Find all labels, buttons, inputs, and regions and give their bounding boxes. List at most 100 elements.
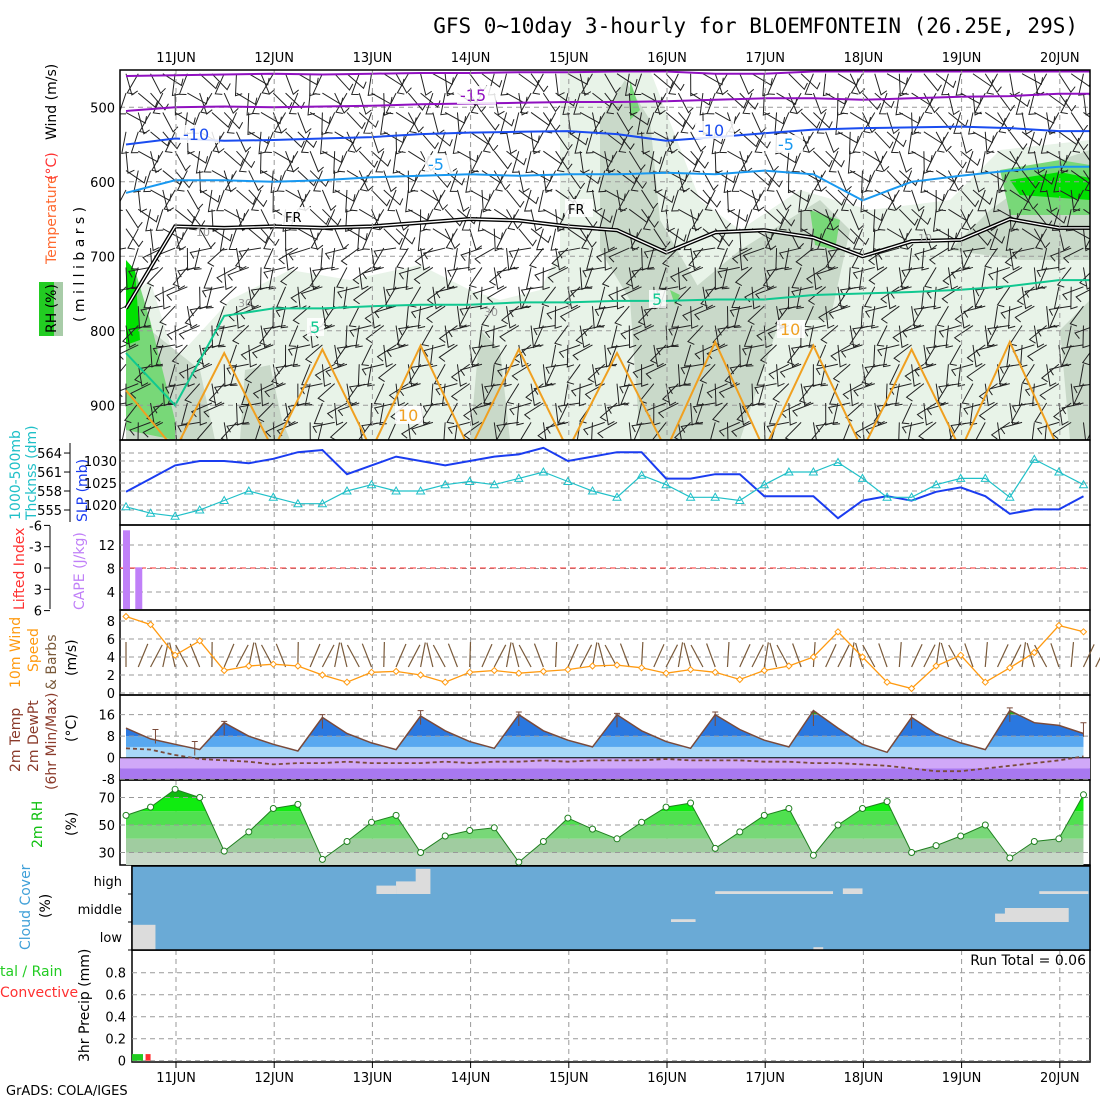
wind-barb	[823, 74, 830, 96]
wind-barb	[887, 74, 908, 85]
wind-barb	[899, 151, 912, 172]
wind-barb	[985, 74, 1001, 93]
contour-label-0: FR	[285, 211, 302, 226]
wind-barb	[764, 112, 784, 123]
wind-barb	[273, 151, 293, 162]
rh-marker	[172, 786, 178, 792]
wind-barb	[445, 112, 466, 123]
surface-wind-barb	[985, 642, 987, 667]
wind-barb	[252, 190, 261, 211]
wind-barb	[347, 171, 367, 182]
surface-wind-barb	[513, 643, 519, 667]
wind-barb	[902, 74, 912, 95]
chart-title: GFS 0~10day 3-hourly for BLOEMFONTEIN (2…	[433, 14, 1078, 38]
wind-barb	[298, 171, 317, 186]
wind-speed-marker	[712, 669, 718, 675]
cloud-block	[715, 891, 833, 894]
surface-wind-barb	[255, 643, 261, 667]
surface-wind-barb	[448, 644, 457, 667]
cape-bar	[135, 567, 142, 609]
surface-wind-barb	[707, 644, 716, 668]
wind-barb	[151, 74, 166, 94]
thickness-marker	[122, 503, 130, 510]
surface-wind-barb	[912, 644, 923, 667]
wind-barb	[853, 132, 862, 153]
wind-barb	[727, 93, 746, 108]
wind-barb	[801, 112, 820, 127]
wind-speed-marker	[540, 668, 546, 674]
rh-tick: 70	[98, 792, 115, 807]
wind-barb	[973, 132, 994, 143]
wind-tick: 6	[107, 633, 115, 648]
wind-barb	[703, 74, 723, 85]
surface-wind-barb	[568, 644, 578, 667]
temperature-label: Temperature	[44, 175, 60, 265]
day-label-top: 11JUN	[156, 51, 196, 66]
wind-barb	[212, 112, 231, 127]
wind-barb	[533, 74, 543, 95]
wind-speed-marker	[442, 679, 448, 685]
wind-barb	[912, 151, 933, 162]
temp-band	[120, 677, 1090, 715]
surface-wind-barb	[507, 642, 512, 667]
contour-label-0: FR	[568, 203, 585, 218]
wind-barb	[519, 93, 529, 115]
wind-barb	[681, 112, 691, 133]
wind-barb	[1091, 112, 1098, 133]
surface-wind-barb	[666, 645, 677, 667]
surface-wind-barb	[190, 644, 199, 667]
surface-wind-barb	[362, 644, 371, 667]
wind-barb	[138, 93, 157, 107]
wind-barb	[372, 132, 385, 153]
cape-tick: 4	[107, 586, 115, 601]
lifted-index-label: Lifted Index	[12, 528, 28, 610]
wind-barb	[201, 93, 212, 113]
rh-marker	[712, 845, 718, 851]
wind-barb	[155, 287, 175, 301]
cloud-level-middle: middle	[78, 903, 122, 918]
dewpt-2m-label: 2m DewPt	[26, 700, 42, 772]
rh-marker	[909, 850, 915, 856]
wind-barb	[240, 151, 249, 172]
rh-marker	[761, 812, 767, 818]
wind-barb	[187, 248, 194, 270]
day-label-top: 17JUN	[745, 51, 785, 66]
pressure-tick: 600	[90, 176, 115, 191]
wind-speed-marker	[418, 672, 424, 678]
surface-wind-barb	[826, 644, 836, 667]
surface-wind-barb	[276, 644, 285, 667]
temp-tick: 0	[107, 752, 115, 767]
contour-label--10: -10	[183, 125, 209, 144]
rh-marker	[688, 800, 694, 806]
surface-wind-barb	[224, 644, 234, 667]
rh-marker	[614, 836, 620, 842]
wind-barb	[321, 132, 328, 154]
li-tick: 0	[34, 562, 42, 577]
wind-barb	[1034, 74, 1044, 96]
wind-barb	[249, 132, 269, 143]
surface-wind-barb	[556, 642, 557, 667]
wind-barb	[482, 74, 502, 87]
wind-barb	[691, 74, 698, 96]
day-label-bottom: 12JUN	[254, 1071, 294, 1086]
wind-barb	[347, 229, 367, 240]
wind-barb	[132, 248, 139, 269]
wind-barb	[727, 190, 734, 212]
pressure-tick: 800	[90, 325, 115, 340]
rh-marker	[1081, 792, 1087, 798]
wind-barb	[545, 171, 555, 192]
wind-barb	[112, 364, 126, 384]
li-tick: -6	[29, 519, 42, 534]
wind-barb	[359, 93, 371, 114]
wind-barb	[501, 112, 508, 133]
wind-barb	[217, 267, 236, 282]
wind-barb	[826, 132, 839, 153]
wind-barb	[482, 171, 502, 183]
surface-wind-barb	[654, 644, 664, 667]
wind-barb	[249, 74, 269, 85]
cape-tick: 8	[107, 563, 115, 578]
wind-barb	[196, 151, 203, 173]
wind-barb	[313, 74, 322, 95]
wind-barb	[248, 112, 255, 134]
wind-barb	[764, 151, 778, 171]
